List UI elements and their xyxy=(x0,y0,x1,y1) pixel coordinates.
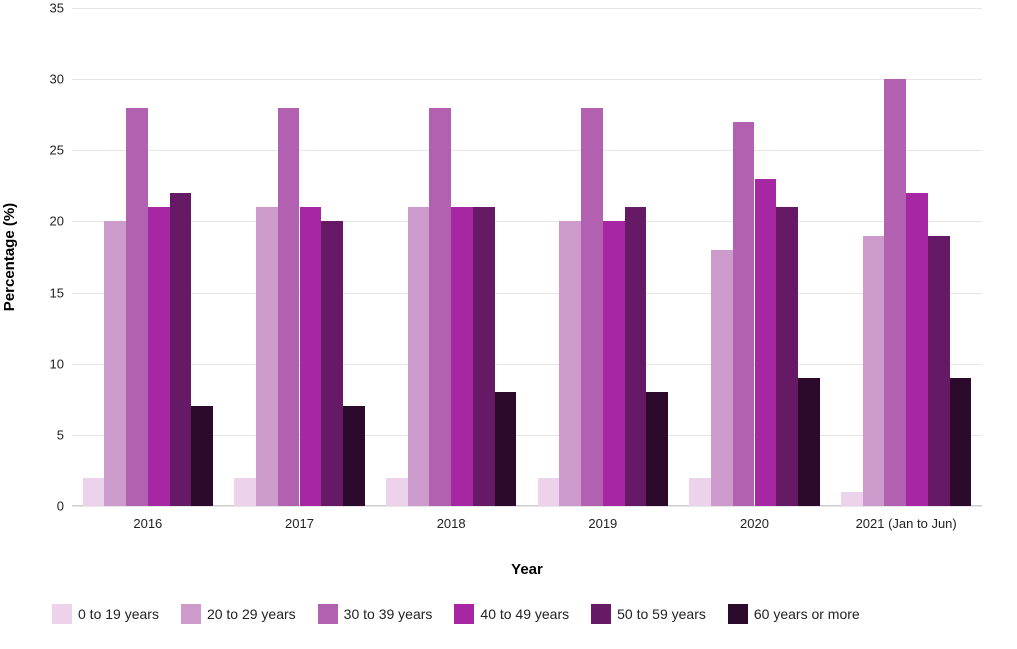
gridline xyxy=(72,79,982,80)
bar xyxy=(559,221,581,506)
legend-swatch xyxy=(454,604,474,624)
legend-label: 60 years or more xyxy=(754,606,860,622)
y-tick-label: 25 xyxy=(34,143,64,158)
legend-item: 50 to 59 years xyxy=(591,604,706,624)
bar xyxy=(884,79,906,506)
bar xyxy=(711,250,733,506)
bar xyxy=(256,207,278,506)
bar xyxy=(278,108,300,506)
y-axis-title: Percentage (%) xyxy=(1,203,18,311)
x-tick-label: 2020 xyxy=(740,516,769,531)
bar xyxy=(689,478,711,506)
bar xyxy=(841,492,863,506)
legend-swatch xyxy=(52,604,72,624)
age-distribution-bar-chart: Percentage (%) Year 0 to 19 years 20 to 2… xyxy=(0,0,1017,649)
bar xyxy=(343,406,365,506)
bar xyxy=(755,179,777,506)
bar xyxy=(191,406,213,506)
y-tick-label: 5 xyxy=(34,427,64,442)
y-tick-label: 10 xyxy=(34,356,64,371)
bar xyxy=(581,108,603,506)
bar xyxy=(126,108,148,506)
x-tick-label: 2019 xyxy=(588,516,617,531)
legend-item: 40 to 49 years xyxy=(454,604,569,624)
gridline xyxy=(72,293,982,294)
legend: 0 to 19 years 20 to 29 years 30 to 39 year… xyxy=(52,604,882,624)
bar xyxy=(473,207,495,506)
bar xyxy=(495,392,517,506)
legend-swatch xyxy=(318,604,338,624)
bar xyxy=(950,378,972,506)
gridline xyxy=(72,506,982,507)
legend-label: 40 to 49 years xyxy=(480,606,569,622)
bar xyxy=(148,207,170,506)
x-tick-label: 2021 (Jan to Jun) xyxy=(856,516,957,531)
bar xyxy=(646,392,668,506)
gridline xyxy=(72,150,982,151)
bar xyxy=(170,193,192,506)
bar xyxy=(451,207,473,506)
legend-label: 0 to 19 years xyxy=(78,606,159,622)
legend-item: 30 to 39 years xyxy=(318,604,433,624)
bar xyxy=(104,221,126,506)
x-axis-title: Year xyxy=(511,561,543,578)
bar xyxy=(234,478,256,506)
gridline xyxy=(72,364,982,365)
bar xyxy=(300,207,322,506)
bar xyxy=(798,378,820,506)
y-tick-label: 0 xyxy=(34,499,64,514)
x-tick-label: 2017 xyxy=(285,516,314,531)
bar xyxy=(429,108,451,506)
x-tick-label: 2018 xyxy=(437,516,466,531)
bar xyxy=(906,193,928,506)
bar xyxy=(408,207,430,506)
bar xyxy=(928,236,950,506)
bar xyxy=(538,478,560,506)
legend-swatch xyxy=(591,604,611,624)
y-tick-label: 30 xyxy=(34,72,64,87)
legend-item: 20 to 29 years xyxy=(181,604,296,624)
bar xyxy=(386,478,408,506)
bar xyxy=(625,207,647,506)
x-tick-label: 2016 xyxy=(133,516,162,531)
bar xyxy=(83,478,105,506)
gridline xyxy=(72,8,982,9)
bar xyxy=(321,221,343,506)
legend-swatch xyxy=(728,604,748,624)
bar xyxy=(863,236,885,506)
legend-item: 60 years or more xyxy=(728,604,860,624)
y-tick-label: 20 xyxy=(34,214,64,229)
bar xyxy=(776,207,798,506)
plot-area xyxy=(72,8,982,506)
legend-item: 0 to 19 years xyxy=(52,604,159,624)
bar xyxy=(733,122,755,506)
legend-swatch xyxy=(181,604,201,624)
legend-label: 30 to 39 years xyxy=(344,606,433,622)
legend-label: 20 to 29 years xyxy=(207,606,296,622)
y-tick-label: 15 xyxy=(34,285,64,300)
bar xyxy=(603,221,625,506)
gridline xyxy=(72,221,982,222)
legend-label: 50 to 59 years xyxy=(617,606,706,622)
y-tick-label: 35 xyxy=(34,1,64,16)
